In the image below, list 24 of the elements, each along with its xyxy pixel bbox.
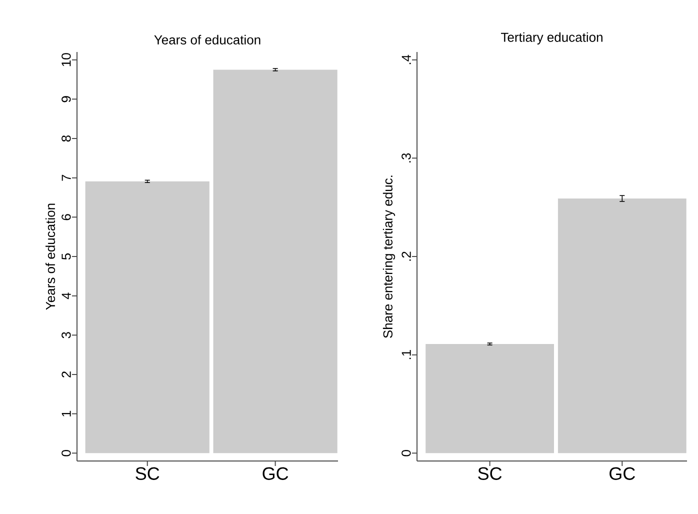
y-tick-label: 0	[402, 450, 411, 456]
y-tick-label: .4	[402, 54, 411, 64]
y-tick-label: .2	[402, 252, 411, 261]
y-tick-label: 9	[62, 96, 71, 102]
chart-title: Years of education	[154, 34, 260, 44]
y-tick-label: 7	[62, 174, 71, 181]
y-tick-label: 2	[62, 372, 71, 378]
y-tick-label: 10	[62, 53, 71, 66]
y-tick-label: .3	[402, 153, 411, 162]
y-tick-label: 3	[62, 332, 71, 338]
x-tick-label: GC	[262, 467, 288, 480]
chart-title: Tertiary education	[501, 32, 602, 44]
y-tick-label: 5	[62, 253, 71, 260]
x-tick-label: SC	[136, 467, 160, 480]
y-axis-title: Share entering tertiary educ.	[382, 176, 396, 338]
x-tick-label: GC	[610, 467, 635, 480]
y-tick-label: 1	[62, 410, 71, 416]
y-tick-label: .1	[402, 350, 411, 360]
y-tick-label: 8	[62, 135, 71, 142]
y-tick-label: 0	[62, 450, 71, 456]
y-tick-label: 4	[62, 292, 71, 300]
y-axis-title: Years of education	[46, 204, 56, 310]
x-tick-label: SC	[478, 467, 502, 480]
y-tick-label: 6	[62, 214, 71, 220]
